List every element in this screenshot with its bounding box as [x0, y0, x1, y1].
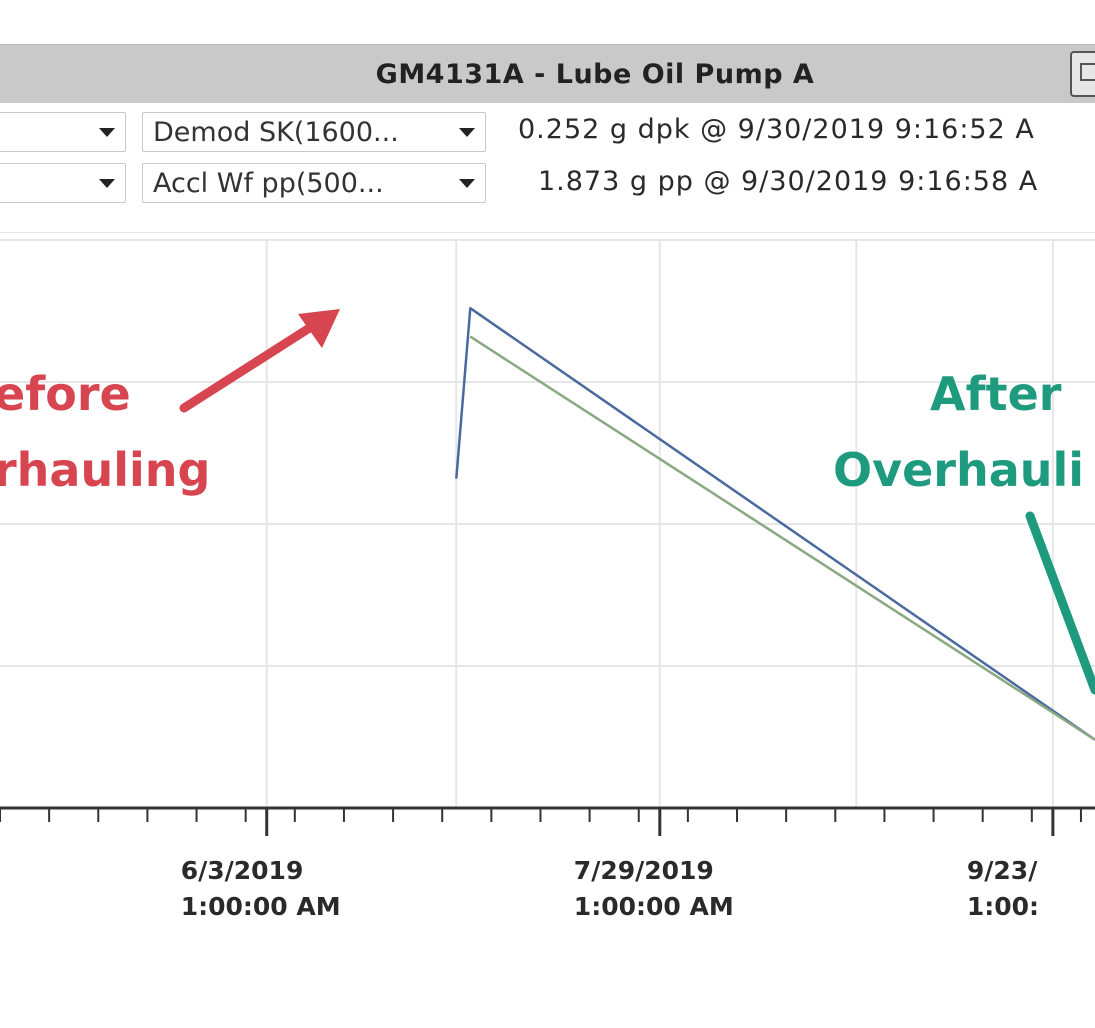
point-select-1[interactable] — [0, 112, 126, 152]
chevron-down-icon — [459, 179, 475, 188]
before-label-line2: rhauling — [0, 443, 210, 497]
before-label-line1: efore — [0, 367, 131, 421]
series-line — [469, 335, 1095, 741]
divider — [0, 232, 1095, 233]
x-tick-label-time: 1:00:00 AM — [574, 892, 734, 921]
window-restore-icon[interactable] — [1070, 51, 1095, 97]
chevron-down-icon — [459, 128, 475, 137]
measurement-select-label: Accl Wf pp(500... — [153, 168, 384, 199]
after-arrow-icon — [1025, 511, 1095, 695]
window-title: GM4131A - Lube Oil Pump A — [375, 59, 815, 90]
chevron-down-icon — [99, 128, 115, 137]
x-tick-label-date: 6/3/2019 — [181, 856, 304, 885]
series-layer — [455, 306, 1095, 741]
after-label-line1: After — [930, 367, 1062, 421]
grid — [0, 239, 1095, 808]
measurement-select-2[interactable]: Accl Wf pp(500... — [142, 163, 486, 203]
measurement-select-1[interactable]: Demod SK(1600... — [142, 112, 486, 152]
before-arrowhead-icon — [298, 309, 340, 348]
x-tick-label-date: 7/29/2019 — [574, 856, 714, 885]
measurement-reading-2: 1.873 g pp @ 9/30/2019 9:16:58 A — [538, 166, 1039, 197]
before-arrow-icon — [179, 315, 327, 413]
window-titlebar: GM4131A - Lube Oil Pump A — [0, 44, 1095, 103]
chevron-down-icon — [99, 179, 115, 188]
after-label-line2: Overhauli — [833, 443, 1084, 497]
x-tick-label-time: 1:00: — [967, 892, 1039, 921]
annotations-layer: efore rhauling After Overhauli — [0, 309, 1095, 695]
point-select-2[interactable] — [0, 163, 126, 203]
measurement-select-label: Demod SK(1600... — [153, 117, 399, 148]
x-tick-label-time: 1:00:00 AM — [181, 892, 341, 921]
x-tick-label-date: 9/23/ — [967, 856, 1038, 885]
measurement-reading-1: 0.252 g dpk @ 9/30/2019 9:16:52 A — [518, 114, 1035, 145]
x-axis: 6/3/2019 1:00:00 AM 7/29/2019 1:00:00 AM 9/2… — [0, 806, 1095, 921]
series-line — [455, 306, 1095, 741]
